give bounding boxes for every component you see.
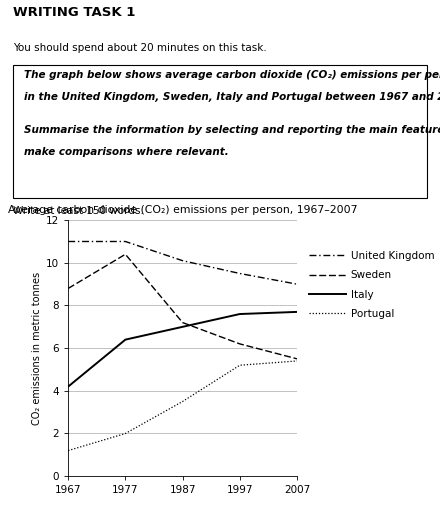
FancyBboxPatch shape bbox=[13, 65, 427, 198]
Text: You should spend about 20 minutes on this task.: You should spend about 20 minutes on thi… bbox=[13, 43, 267, 53]
Text: Average carbon dioxide (CO₂) emissions per person, 1967–2007: Average carbon dioxide (CO₂) emissions p… bbox=[8, 205, 357, 215]
Y-axis label: CO₂ emissions in metric tonnes: CO₂ emissions in metric tonnes bbox=[32, 271, 42, 425]
Legend: United Kingdom, Sweden, Italy, Portugal: United Kingdom, Sweden, Italy, Portugal bbox=[309, 251, 434, 319]
Text: Write at least 150 words.: Write at least 150 words. bbox=[13, 206, 144, 217]
Text: The graph below shows average carbon dioxide (CO₂) emissions per person: The graph below shows average carbon dio… bbox=[24, 70, 440, 80]
Text: in the United Kingdom, Sweden, Italy and Portugal between 1967 and 2007.: in the United Kingdom, Sweden, Italy and… bbox=[24, 93, 440, 102]
Text: WRITING TASK 1: WRITING TASK 1 bbox=[13, 7, 136, 19]
Text: make comparisons where relevant.: make comparisons where relevant. bbox=[24, 147, 229, 157]
Text: Summarise the information by selecting and reporting the main features, and: Summarise the information by selecting a… bbox=[24, 125, 440, 135]
